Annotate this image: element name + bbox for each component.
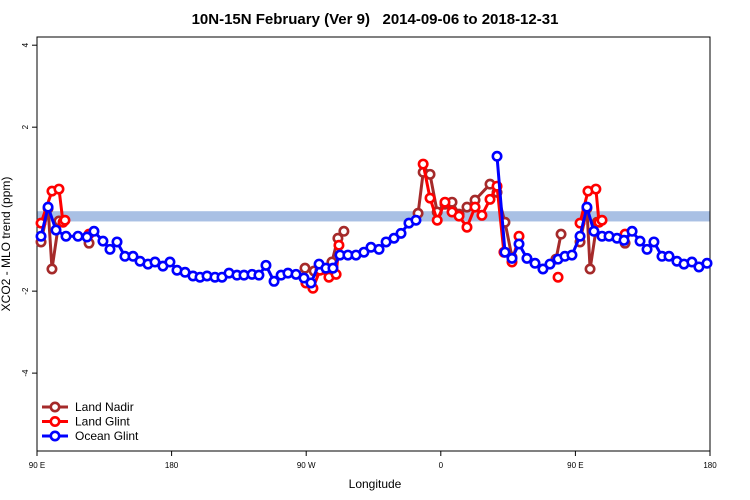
- data-point: [663, 250, 675, 262]
- data-point: [453, 210, 465, 222]
- data-point: [521, 252, 533, 264]
- legend-marker: [49, 430, 61, 442]
- data-point: [72, 230, 84, 242]
- data-point: [461, 221, 473, 233]
- data-point: [97, 235, 109, 247]
- data-point: [484, 193, 496, 205]
- data-point: [555, 228, 567, 240]
- y-axis-label: XCO2 - MLO trend (ppm): [0, 177, 13, 312]
- data-point: [584, 263, 596, 275]
- x-axis-label: Longitude: [349, 477, 402, 491]
- data-point: [338, 225, 350, 237]
- data-point: [641, 243, 653, 255]
- series: [35, 150, 713, 289]
- chart-title: 10N-15N February (Ver 9) 2014-09-06 to 2…: [192, 11, 559, 28]
- data-point: [111, 236, 123, 248]
- data-point: [104, 243, 116, 255]
- data-point: [298, 272, 310, 284]
- y-tick-label: 2: [21, 124, 30, 129]
- legend-label: Land Glint: [75, 415, 130, 429]
- data-point: [164, 256, 176, 268]
- x-tick-label: 0: [439, 461, 444, 470]
- data-point: [469, 201, 481, 213]
- data-point: [529, 257, 541, 269]
- data-point: [544, 258, 556, 270]
- data-point: [373, 243, 385, 255]
- data-point: [333, 239, 345, 251]
- data-point: [60, 230, 72, 242]
- data-point: [305, 277, 317, 289]
- y-tick-label: -4: [21, 369, 30, 377]
- data-point: [53, 183, 65, 195]
- data-point: [417, 158, 429, 170]
- x-tick-label: 90 E: [567, 461, 583, 470]
- x-tick-label: 90 W: [297, 461, 316, 470]
- data-point: [588, 225, 600, 237]
- data-point: [581, 201, 593, 213]
- data-point: [634, 235, 646, 247]
- data-point: [499, 246, 511, 258]
- data-point: [590, 183, 602, 195]
- data-point: [424, 192, 436, 204]
- data-point: [327, 262, 339, 274]
- data-point: [35, 230, 47, 242]
- legend-marker: [49, 415, 61, 427]
- data-point: [260, 259, 272, 271]
- legend-marker: [49, 401, 61, 413]
- data-point: [701, 257, 713, 269]
- data-point: [268, 275, 280, 287]
- data-point: [46, 263, 58, 275]
- data-point: [127, 250, 139, 262]
- data-point: [388, 232, 400, 244]
- data-point: [88, 225, 100, 237]
- data-point: [626, 225, 638, 237]
- data-point: [395, 227, 407, 239]
- data-point: [439, 196, 451, 208]
- data-point: [59, 214, 71, 226]
- y-tick-label: -2: [21, 287, 30, 295]
- data-point: [686, 256, 698, 268]
- x-tick-label: 180: [703, 461, 717, 470]
- data-point: [566, 249, 578, 261]
- data-point: [149, 256, 161, 268]
- data-point: [574, 230, 586, 242]
- data-point: [358, 246, 370, 258]
- data-point: [506, 252, 518, 264]
- x-tick-label: 180: [165, 461, 179, 470]
- data-point: [431, 214, 443, 226]
- data-point: [596, 214, 608, 226]
- data-point: [491, 150, 503, 162]
- data-point: [410, 214, 422, 226]
- data-point: [537, 263, 549, 275]
- legend-label: Ocean Glint: [75, 429, 139, 443]
- data-point: [253, 269, 265, 281]
- reference-band: [37, 211, 710, 222]
- data-point: [42, 201, 54, 213]
- legend-label: Land Nadir: [75, 400, 134, 414]
- data-point: [299, 262, 311, 274]
- data-point: [618, 234, 630, 246]
- data-point: [50, 224, 62, 236]
- data-point: [552, 271, 564, 283]
- data-point: [513, 238, 525, 250]
- y-tick-label: 4: [21, 42, 30, 47]
- x-tick-label: 90 E: [29, 461, 45, 470]
- data-point: [648, 236, 660, 248]
- data-point: [81, 231, 93, 243]
- data-point: [476, 209, 488, 221]
